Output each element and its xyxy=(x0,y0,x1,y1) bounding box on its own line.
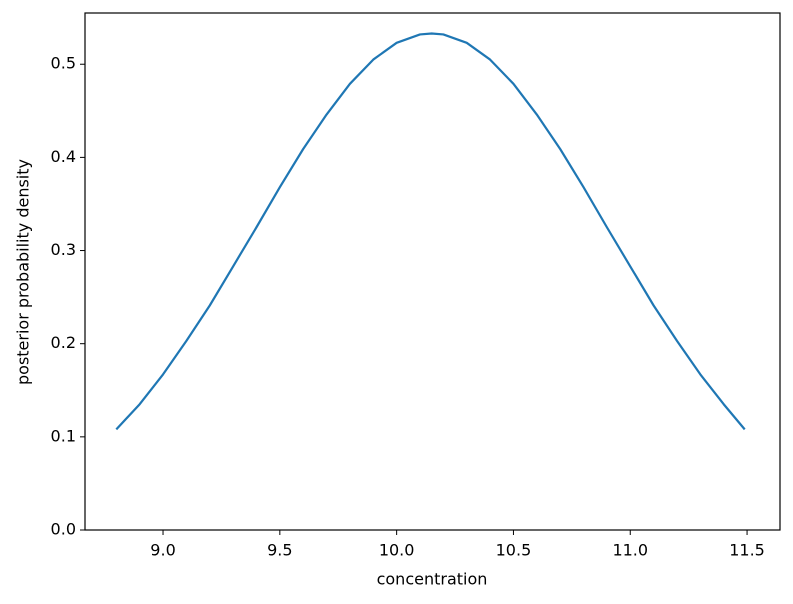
x-tick-label: 10.5 xyxy=(496,541,532,560)
y-tick-label: 0.0 xyxy=(51,520,76,539)
x-tick-label: 9.5 xyxy=(267,541,292,560)
y-axis-label: posterior probability density xyxy=(14,159,33,385)
x-tick-label: 10.0 xyxy=(379,541,415,560)
plot-frame xyxy=(84,12,781,531)
x-tick-label: 11.5 xyxy=(729,541,765,560)
line xyxy=(115,32,746,431)
y-tick-label: 0.5 xyxy=(51,54,76,73)
y-tick-label: 0.2 xyxy=(51,333,76,352)
x-axis-label: concentration xyxy=(377,570,488,589)
y-tick-label: 0.3 xyxy=(51,240,76,259)
x-tick-label: 9.0 xyxy=(150,541,175,560)
y-tick-label: 0.1 xyxy=(51,426,76,445)
y-tick-label: 0.4 xyxy=(51,147,76,166)
x-tick-label: 11.0 xyxy=(612,541,648,560)
